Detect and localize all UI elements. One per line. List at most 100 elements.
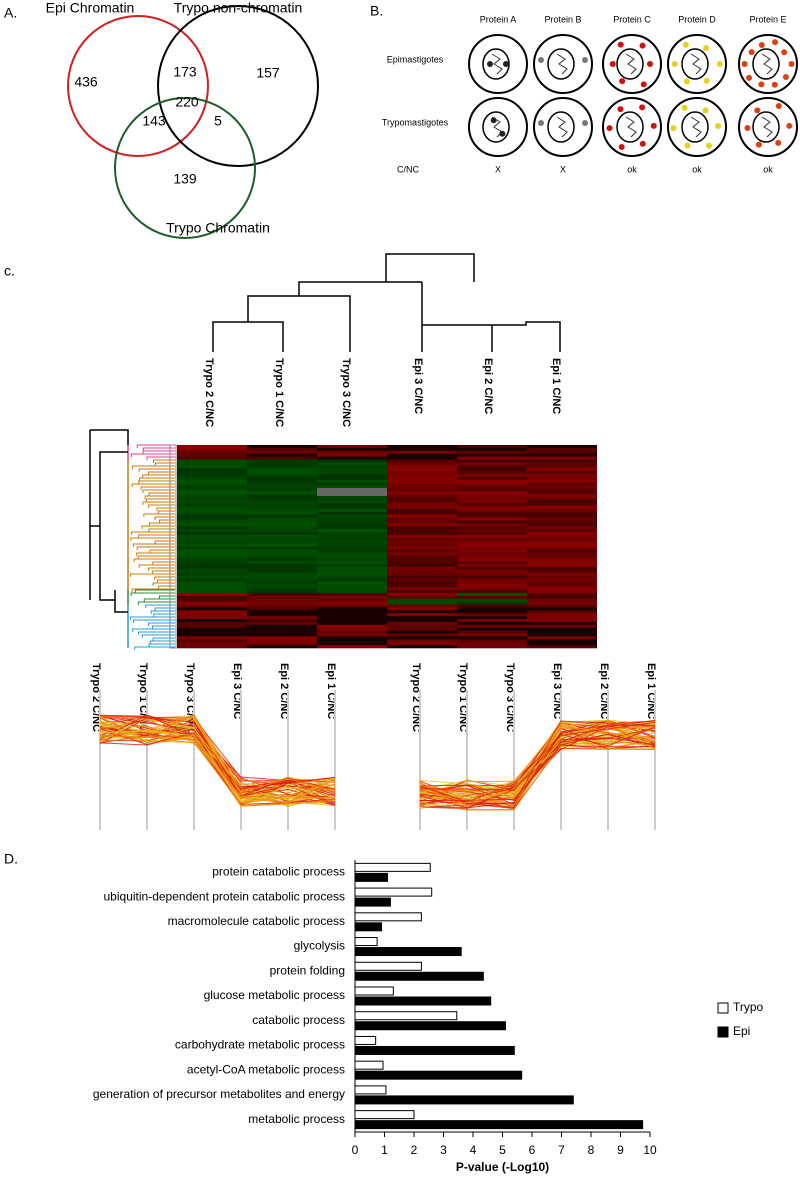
row-branch <box>151 625 175 629</box>
category-label: carbohydrate metabolic process <box>175 1038 345 1052</box>
heatmap-cell <box>247 500 317 504</box>
dna <box>556 53 568 75</box>
bar <box>354 1045 515 1055</box>
bar <box>354 1070 523 1080</box>
row-branch <box>147 471 175 475</box>
heatmap-cell <box>457 497 527 501</box>
bar <box>354 862 431 872</box>
heatmap-cell <box>457 575 527 579</box>
protein-dot <box>639 140 646 147</box>
cell <box>533 34 593 94</box>
heatmap-cell <box>317 639 387 643</box>
heatmap-cell <box>457 526 527 530</box>
protein-dot <box>748 49 755 56</box>
heatmap-cell <box>527 604 597 608</box>
cell <box>738 34 798 94</box>
heatmap-cell <box>387 561 457 565</box>
heatmap-cell <box>387 607 457 611</box>
heatmap-cell <box>247 488 317 492</box>
heatmap-cell <box>457 500 527 504</box>
heatmap-cell <box>317 450 387 454</box>
heatmap-cell <box>457 639 527 643</box>
heatmap-cell <box>317 520 387 524</box>
heatmap-cell <box>387 639 457 643</box>
x-tick-label: 7 <box>558 1143 565 1157</box>
cell <box>667 97 727 157</box>
x-tick-label: 2 <box>411 1143 418 1157</box>
row-branch <box>142 450 175 454</box>
heatmap-cell <box>387 476 457 481</box>
protein-dot <box>741 61 748 68</box>
heatmap-cell <box>247 619 317 623</box>
heatmap-cell <box>527 627 597 631</box>
heatmap-cell <box>177 604 247 608</box>
heatmap-cell <box>387 479 457 483</box>
ratio-label: C/NC <box>397 164 419 174</box>
protein-dot <box>617 106 624 113</box>
heatmap-cell <box>387 526 457 530</box>
heatmap-cell <box>317 532 387 536</box>
heatmap-cell <box>387 587 457 591</box>
heatmap-cell <box>177 497 247 501</box>
venn-count: 143 <box>142 113 166 129</box>
heatmap-cell <box>247 636 317 640</box>
heatmap-cell <box>247 491 317 495</box>
heatmap-cell <box>457 508 527 512</box>
heatmap-cell <box>317 566 387 570</box>
heatmap-cell <box>387 569 457 573</box>
heatmap-cell <box>387 642 457 646</box>
protein-label: Protein A <box>480 14 517 24</box>
heatmap-cell <box>457 471 527 475</box>
heatmap-cell <box>457 517 527 521</box>
heatmap-cell <box>387 447 457 452</box>
heatmap-cell <box>527 505 597 510</box>
venn-count: 436 <box>74 74 98 90</box>
ratio-value: X <box>495 164 501 174</box>
heatmap-cell <box>177 598 247 602</box>
set-label: Trypo non-chromatin <box>174 0 303 16</box>
heatmap-cell <box>177 578 247 582</box>
row-branch <box>131 588 175 592</box>
heatmap-cell <box>177 572 247 576</box>
heatmap-cell <box>317 459 387 463</box>
protein-dot <box>788 61 795 67</box>
heatmap-cell <box>247 555 317 559</box>
protein-dot <box>758 81 765 88</box>
cell <box>468 34 528 94</box>
heatmap-cell <box>387 500 457 504</box>
heatmap-cell <box>177 613 247 617</box>
heatmap-cell <box>317 482 387 486</box>
bar <box>354 961 422 971</box>
heatmap-cell <box>387 636 457 640</box>
profile-line <box>419 721 656 791</box>
heatmap-cell <box>527 474 597 478</box>
heatmap-cell <box>317 555 387 559</box>
protein-label: Protein D <box>678 14 716 24</box>
heatmap-cell <box>457 450 527 454</box>
heatmap-cell <box>457 584 527 588</box>
heatmap-cell <box>247 630 317 634</box>
heatmap-cell <box>317 543 387 547</box>
bar <box>354 1021 506 1031</box>
x-axis-title: P-value (-Log10) <box>456 1160 549 1174</box>
protein-dot <box>771 81 778 88</box>
x-tick-label: 10 <box>643 1143 657 1157</box>
heatmap-cell <box>527 497 597 501</box>
row-branch <box>138 631 175 635</box>
heatmap-cell <box>387 621 457 626</box>
bar <box>354 897 391 907</box>
protein-dot <box>582 120 588 126</box>
heatmap-cell <box>527 590 597 594</box>
heatmap-cell <box>457 552 527 556</box>
heatmap-cell <box>527 485 597 489</box>
heatmap-cell <box>177 590 247 594</box>
dna <box>690 53 702 75</box>
heatmap-cell <box>527 572 597 576</box>
protein-dot <box>702 107 709 114</box>
heatmap-cell <box>177 552 247 556</box>
heatmap-cell <box>247 482 317 486</box>
heatmap-cell <box>247 503 317 507</box>
heatmap-cell <box>317 578 387 582</box>
protein-dot <box>754 107 761 114</box>
heatmap-mark <box>317 488 387 496</box>
